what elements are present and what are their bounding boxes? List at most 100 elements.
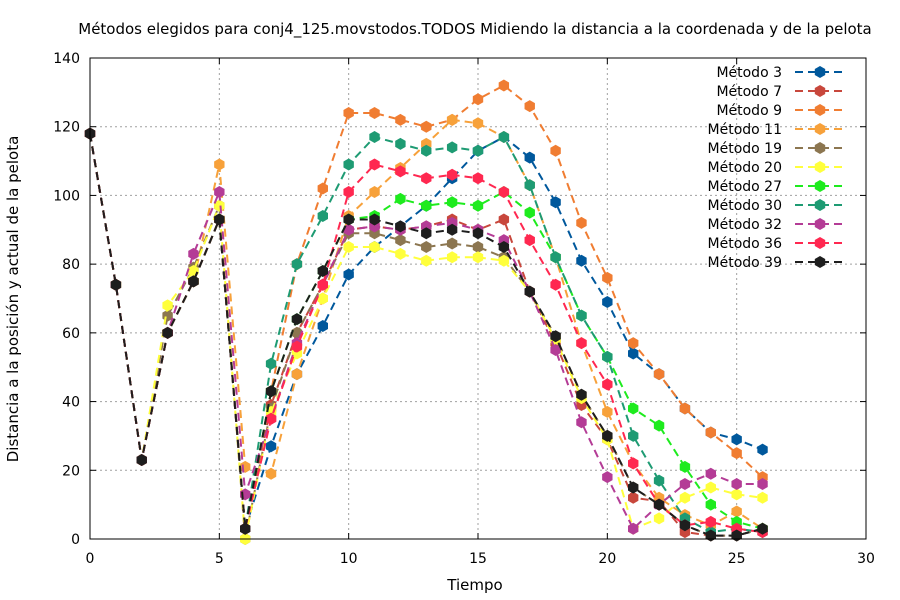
series-7: [84, 127, 768, 535]
data-point: [188, 275, 199, 288]
data-point: [576, 416, 587, 429]
y-tick-label: 80: [62, 257, 80, 273]
x-tick-label: 20: [598, 551, 616, 567]
data-point: [576, 388, 587, 401]
x-axis-label: Tiempo: [446, 576, 502, 594]
y-tick-label: 40: [62, 395, 80, 411]
data-point: [472, 93, 484, 106]
data-point: [498, 185, 510, 198]
data-point: [369, 185, 380, 198]
data-point: [498, 254, 510, 267]
y-tick-label: 20: [62, 463, 80, 479]
data-point: [679, 491, 691, 504]
data-point: [446, 168, 458, 181]
legend-marker: [814, 66, 826, 78]
legend-entry: Método 27: [708, 179, 846, 195]
data-point: [162, 326, 173, 339]
series-line: [89, 133, 763, 529]
data-point: [576, 216, 587, 229]
x-tick-label: 30: [857, 551, 875, 567]
data-point: [602, 378, 613, 391]
data-point: [679, 478, 691, 491]
data-point: [317, 265, 328, 278]
data-point: [369, 240, 380, 253]
data-point: [757, 522, 768, 535]
data-point: [628, 337, 639, 350]
data-point: [705, 481, 716, 494]
data-point: [369, 158, 380, 171]
data-point: [395, 247, 406, 260]
data-point: [291, 258, 303, 271]
data-point: [214, 185, 225, 198]
y-tick-label: 60: [62, 326, 80, 342]
series-1: [84, 127, 768, 535]
data-point: [265, 412, 277, 425]
data-point: [395, 234, 406, 247]
legend-label: Método 36: [708, 236, 783, 252]
data-point: [550, 144, 561, 157]
data-point: [472, 199, 484, 212]
data-point: [472, 117, 484, 130]
series-5: [84, 127, 768, 545]
data-point: [550, 251, 561, 264]
data-point: [602, 350, 613, 363]
legend-entry: Método 19: [708, 141, 846, 157]
data-point: [343, 106, 354, 119]
data-point: [317, 278, 328, 291]
data-point: [472, 227, 484, 240]
data-point: [498, 79, 510, 92]
data-point: [110, 278, 122, 291]
legend-entry: Método 9: [716, 103, 846, 119]
data-point: [524, 179, 535, 192]
data-point: [731, 488, 742, 501]
data-point: [421, 120, 432, 133]
data-point: [343, 158, 354, 171]
series-11: [84, 127, 768, 542]
data-point: [472, 240, 484, 253]
data-point: [602, 429, 613, 442]
data-point: [550, 330, 561, 343]
legend-entry: Método 39: [708, 255, 846, 271]
data-point: [343, 240, 354, 253]
series-line: [89, 133, 763, 537]
y-axis-label: Distancia a la posición y actual de la p…: [4, 136, 22, 463]
data-point: [731, 505, 742, 518]
data-point: [628, 347, 639, 360]
series-line: [89, 133, 763, 531]
data-point: [291, 368, 303, 381]
series-line: [89, 133, 763, 530]
data-point: [524, 285, 535, 298]
legend-entry: Método 7: [716, 84, 846, 100]
x-tick-label: 15: [469, 551, 487, 567]
data-point: [576, 337, 587, 350]
data-point: [446, 113, 458, 126]
data-point: [731, 478, 742, 491]
legend-label: Método 9: [716, 103, 782, 119]
data-point: [214, 213, 225, 226]
data-point: [653, 419, 665, 432]
data-point: [602, 271, 613, 284]
data-point: [343, 268, 354, 281]
data-point: [524, 151, 535, 164]
data-point: [291, 340, 303, 353]
legend-entry: Método 30: [708, 198, 846, 214]
data-point: [628, 491, 639, 504]
data-point: [757, 491, 768, 504]
data-point: [136, 453, 147, 466]
data-point: [472, 172, 484, 185]
legend-label: Método 7: [716, 84, 782, 100]
data-point: [240, 522, 251, 535]
data-point: [317, 182, 328, 195]
data-point: [421, 144, 432, 157]
legend-marker: [814, 104, 826, 116]
data-point: [602, 405, 613, 418]
series-line: [89, 133, 763, 537]
data-point: [317, 210, 328, 223]
series-9: [84, 127, 768, 535]
y-tick-label: 140: [53, 51, 80, 67]
legend-marker: [814, 123, 826, 135]
data-point: [731, 447, 742, 460]
data-point: [472, 251, 484, 264]
legend-label: Método 30: [708, 198, 782, 214]
